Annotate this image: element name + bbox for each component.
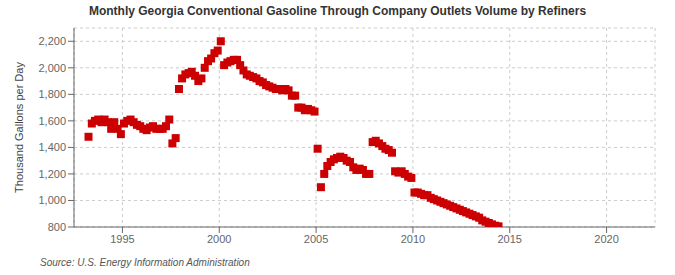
- svg-text:1,400: 1,400: [38, 141, 66, 153]
- svg-text:2,200: 2,200: [38, 35, 66, 47]
- svg-text:2010: 2010: [401, 233, 425, 245]
- svg-text:2015: 2015: [498, 233, 522, 245]
- svg-text:1,600: 1,600: [38, 115, 66, 127]
- svg-text:2000: 2000: [207, 233, 231, 245]
- svg-text:2,000: 2,000: [38, 62, 66, 74]
- html-text:Source: U.S. Energy Informatio: Source: U.S. Energy Information Administ…: [40, 257, 250, 268]
- svg-text:Thousand Gallons per Day: Thousand Gallons per Day: [13, 62, 25, 193]
- svg-text:1,000: 1,000: [38, 194, 66, 206]
- svg-text:2020: 2020: [594, 233, 618, 245]
- svg-text:2005: 2005: [304, 233, 328, 245]
- html-text:Monthly Georgia Conventional G: Monthly Georgia Conventional Gasoline Th…: [88, 4, 587, 18]
- svg-text:1995: 1995: [110, 233, 134, 245]
- svg-text:800: 800: [48, 221, 66, 233]
- svg-text:1,200: 1,200: [38, 168, 66, 180]
- svg-text:1,800: 1,800: [38, 88, 66, 100]
